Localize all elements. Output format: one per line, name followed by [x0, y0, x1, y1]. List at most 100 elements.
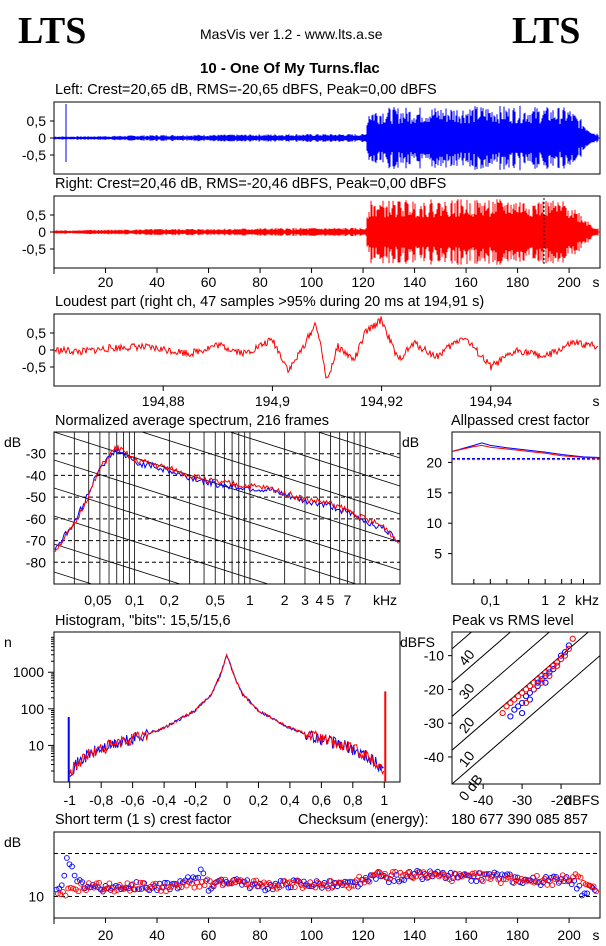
peakrms-point-right: [554, 662, 561, 669]
crest-point-right: [431, 871, 437, 878]
allpassed-series-right: [451, 444, 601, 459]
spectrum-xtick-label: 4: [315, 592, 323, 608]
loudest-xtick-label: 194,94: [469, 393, 512, 409]
spectrum-xtick-label: 0,1: [125, 592, 145, 608]
crest-xunit-label: s: [593, 927, 600, 943]
peakrms-diag-line: [452, 632, 551, 718]
allpassed-frame: [451, 431, 601, 585]
crest-point-right: [405, 869, 411, 876]
crest-point-right: [121, 885, 128, 892]
crest-point-right: [132, 886, 138, 893]
crest-point-left: [447, 869, 454, 876]
crest-frame: [53, 831, 601, 919]
crest-point-right: [91, 884, 97, 891]
crest-xtick-label: 140: [403, 927, 427, 943]
crest-point-right: [425, 874, 432, 880]
logo-right: LTS: [512, 10, 581, 52]
peakrms-point-right: [538, 679, 545, 686]
spectrum-slope-line: [54, 432, 400, 543]
crest-point-right: [124, 880, 131, 887]
right-xtick-label: 60: [201, 274, 217, 290]
peakrms-xtick-label: -30: [512, 792, 532, 808]
spectrum-ytick-label: -80: [26, 554, 46, 570]
allpassed-ylabel: dB: [402, 434, 419, 450]
peakrms-point-right: [550, 662, 557, 669]
peakrms-point-left: [507, 713, 514, 720]
crest-point-right: [219, 882, 226, 889]
crest-point-right: [564, 878, 571, 885]
crest-point-left: [200, 870, 207, 877]
crest-point-right: [582, 881, 589, 888]
peakrms-ytick-label: -30: [424, 715, 444, 731]
crest-point-right: [400, 872, 406, 878]
crest-point-right: [485, 875, 491, 881]
crest-point-right: [351, 882, 357, 889]
peakrms-point-left: [522, 693, 530, 700]
histogram-ytick-label: 1000: [13, 664, 44, 680]
histogram-xtick-label: -1: [64, 792, 77, 808]
peakrms-diag-label: 40: [455, 646, 477, 668]
crest-point-right: [222, 876, 229, 883]
spectrum-xtick-label: 0,5: [205, 592, 225, 608]
crest-point-right: [593, 888, 599, 895]
allpassed-xtick-label: 2: [558, 592, 566, 608]
peakrms-point-right: [511, 696, 518, 703]
crest-point-right: [392, 868, 399, 875]
crest-point-left: [64, 855, 70, 861]
crest-point-right: [513, 877, 520, 884]
spectrum-xtick-label: 0,2: [160, 592, 180, 608]
crest-point-right: [469, 870, 476, 877]
crest-xtick-label: 60: [201, 927, 217, 943]
crest-point-left: [61, 872, 68, 879]
crest-point-right: [114, 887, 120, 893]
right-xtick-label: 120: [351, 274, 375, 290]
crest-point-right: [78, 880, 84, 887]
peakrms-point-left: [519, 699, 526, 707]
histogram-xtick-label: 0: [223, 792, 231, 808]
crest-point-left: [514, 874, 521, 881]
checksum-label: Checksum (energy):: [298, 812, 429, 828]
crest-point-right: [217, 878, 223, 884]
crest-point-left: [138, 886, 145, 892]
crest-point-right: [490, 872, 496, 878]
allpassed-ytick-label: 15: [426, 485, 442, 501]
peakrms-point-left: [546, 669, 553, 676]
crest-point-right: [376, 869, 383, 876]
peakrms-title: Peak vs RMS level: [452, 613, 574, 629]
crest-point-right: [248, 884, 254, 890]
crest-point-right: [464, 872, 471, 879]
peakrms-point-left: [557, 652, 565, 659]
crest-point-left: [584, 890, 590, 897]
spectrum-slope-line: [140, 432, 400, 515]
crest-point-right: [165, 884, 172, 891]
peakrms-point-right: [499, 709, 506, 717]
crest-point-right: [438, 871, 445, 877]
peakrms-point-left: [542, 672, 549, 680]
spectrum-ylabel: dB: [4, 434, 21, 450]
peakrms-ytick-label: -20: [424, 681, 444, 697]
right-xtick-label: 140: [403, 274, 427, 290]
crest-point-right: [137, 879, 144, 886]
allpassed-title: Allpassed crest factor: [451, 413, 590, 429]
right-xtick-label: 180: [506, 274, 530, 290]
crest-point-right: [505, 874, 512, 881]
peakrms-point-right: [522, 699, 530, 707]
peakrms-diag-line: [452, 632, 590, 751]
crest-point-right: [394, 876, 401, 883]
histogram-xtick-label: -0,2: [183, 792, 207, 808]
crest-point-left: [385, 879, 392, 886]
histogram-xtick-label: 0,4: [280, 792, 300, 808]
crest-point-right: [75, 888, 82, 895]
crest-point-left: [440, 869, 446, 876]
crest-xtick-label: 100: [300, 927, 324, 943]
crest-point-right: [549, 882, 556, 889]
crest-point-left: [71, 872, 78, 879]
spectrum-xtick-label: 5: [327, 592, 335, 608]
spectrum-title: Normalized average spectrum, 216 frames: [55, 413, 330, 429]
loudest-xtick-label: 194,88: [142, 393, 185, 409]
crest-point-left: [573, 885, 580, 892]
peakrms-xtick-label: -20: [551, 792, 571, 808]
loudest-ytick-label: -0,5: [22, 359, 46, 375]
checksum-value: 180 677 390 085 857: [451, 812, 589, 828]
crest-xtick-label: 40: [149, 927, 165, 943]
